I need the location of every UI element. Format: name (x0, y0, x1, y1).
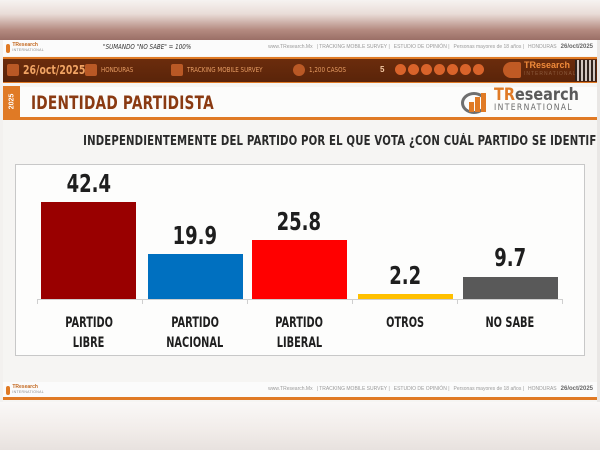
value-label: 19.9 (172, 221, 218, 250)
category-label: PARTIDO LIBERAL (275, 315, 323, 351)
meta-item: | TRACKING MOBILE SURVEY | (316, 44, 390, 50)
logo-mark-icon (6, 43, 11, 53)
category-label: NO SABE (485, 315, 535, 331)
axis-tick (457, 299, 458, 304)
brand-logo: TResearch INTERNATIONAL (461, 85, 594, 116)
top-meta: www.TResearch.Mx | TRACKING MOBILE SURVE… (268, 44, 593, 50)
logo-mark-icon (6, 385, 11, 395)
info-logo-sub: INTERNATIONAL (524, 71, 577, 77)
year-tag: 2025 (3, 86, 20, 117)
mini-logo-sub: INTERNATIONAL (12, 48, 44, 52)
meta-item: Personas mayores de 18 años | (453, 44, 525, 50)
bar-chart: 42.4 19.9 25.8 2.2 9.7 PARTIDO LIBRE PART… (15, 164, 585, 356)
info-cases: 1,200 CASOS (309, 66, 347, 74)
info-date: 26/oct/2025 (23, 63, 86, 77)
page-title: IDENTIDAD PARTIDISTA (31, 92, 214, 114)
axis-tick (247, 299, 248, 304)
meta-item: ESTUDIO DE OPINIÓN | (393, 44, 450, 50)
bar-otros (358, 294, 453, 299)
title-row: 2025 IDENTIDAD PARTIDISTA TResearch INTE… (3, 85, 597, 120)
brand-sub: INTERNATIONAL (494, 103, 574, 113)
survey-question: INDEPENDIENTEMENTE DEL PARTIDO POR EL QU… (83, 134, 600, 149)
mini-logo: TResearch INTERNATIONAL (6, 42, 44, 54)
mini-logo: TResearch INTERNATIONAL (6, 384, 44, 396)
social-icons (395, 64, 484, 75)
logo-mark-icon (503, 62, 521, 78)
globe-icon[interactable] (395, 64, 406, 75)
bar-no-sabe (463, 277, 558, 299)
info-country: HONDURAS (101, 66, 134, 74)
youtube-icon[interactable] (473, 64, 484, 75)
value-label: 42.4 (66, 169, 112, 198)
mobile-survey-icon (171, 64, 183, 76)
page-number: 5 (380, 65, 385, 74)
facebook-icon[interactable] (447, 64, 458, 75)
meta-date: 26/oct/2025 (560, 44, 593, 50)
sumando-note: "SUMANDO "NO SABE" = 100% (103, 43, 192, 51)
category-label: PARTIDO NACIONAL (166, 315, 224, 351)
brand-prefix: TR (494, 85, 516, 105)
bar-partido-nacional (148, 254, 243, 299)
qr-code-icon (575, 60, 596, 81)
value-label: 9.7 (494, 243, 526, 272)
chart-growth-logo-icon (461, 90, 491, 114)
chat-icon (293, 64, 305, 76)
bar-partido-libre (41, 202, 136, 299)
linkedin-icon[interactable] (460, 64, 471, 75)
axis-tick (352, 299, 353, 304)
meta-site: www.TResearch.Mx (268, 44, 313, 50)
whatsapp-icon[interactable] (408, 64, 419, 75)
info-survey: TRACKING MOBILE SURVEY (187, 66, 263, 74)
axis-tick (142, 299, 143, 304)
footer-date: 26/oct/2025 (560, 386, 593, 392)
info-bar: 26/oct/2025 HONDURAS TRACKING MOBILE SUR… (3, 57, 597, 83)
bar-partido-liberal (252, 240, 347, 299)
axis-tick (562, 299, 563, 304)
calendar-icon (7, 64, 19, 76)
people-icon (85, 64, 97, 76)
x-axis (37, 299, 563, 300)
footer-meta: www.TResearch.Mx | TRACKING MOBILE SURVE… (268, 386, 593, 392)
right-edge (597, 40, 600, 402)
blurred-top-background (0, 0, 600, 40)
blurred-bottom-background (0, 402, 600, 450)
messenger-icon[interactable] (421, 64, 432, 75)
category-label: PARTIDO LIBRE (65, 315, 113, 351)
meta-item: HONDURAS (528, 44, 557, 50)
info-bar-logo: TResearch INTERNATIONAL (503, 61, 577, 79)
brand-rest: esearch (515, 85, 580, 105)
twitter-icon[interactable] (434, 64, 445, 75)
mini-logo-brand: TResearch (12, 42, 38, 48)
value-label: 25.8 (276, 207, 322, 236)
slide: TResearch INTERNATIONAL "SUMANDO "NO SABE… (3, 40, 600, 402)
axis-tick (37, 299, 38, 304)
category-label: OTROS (386, 315, 424, 331)
value-label: 2.2 (389, 261, 421, 290)
footer-strip: TResearch INTERNATIONAL www.TResearch.Mx … (3, 382, 597, 400)
info-logo-brand: TResearch (524, 60, 571, 70)
top-strip: TResearch INTERNATIONAL "SUMANDO "NO SABE… (3, 40, 597, 56)
